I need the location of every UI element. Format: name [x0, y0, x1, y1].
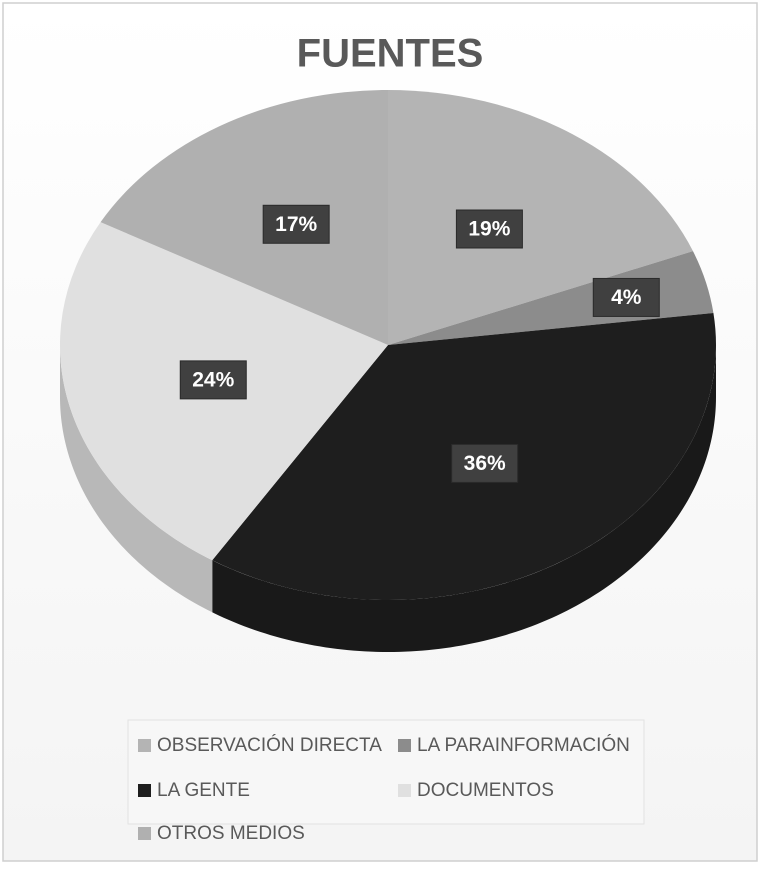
- legend-swatch: [138, 784, 151, 797]
- data-label: 4%: [611, 286, 642, 309]
- pie-slice: [388, 90, 693, 345]
- legend-label: LA PARAINFORMACIÓN: [417, 734, 630, 756]
- legend-label: OBSERVACIÓN DIRECTA: [157, 734, 382, 756]
- data-label-box: [455, 209, 523, 249]
- pie-slice-side: [212, 345, 716, 652]
- legend-label: LA GENTE: [157, 780, 250, 801]
- legend-swatch: [138, 739, 151, 752]
- data-label: 36%: [464, 452, 506, 475]
- data-label-box: [451, 443, 519, 483]
- legend-label: DOCUMENTOS: [417, 780, 554, 801]
- data-label-box: [179, 360, 247, 400]
- pie-slice: [100, 90, 388, 345]
- data-label-box: [262, 204, 330, 244]
- pie-slice-side: [60, 345, 213, 613]
- legend-swatch: [398, 784, 411, 797]
- legend-box: [127, 719, 645, 825]
- data-label: 24%: [192, 368, 234, 391]
- data-label-box: [592, 277, 660, 317]
- data-label: 19%: [468, 218, 510, 241]
- legend-label: OTROS MEDIOS: [157, 823, 305, 844]
- data-label: 17%: [275, 213, 317, 236]
- chart-title: FUENTES: [297, 32, 484, 76]
- pie-slice: [388, 251, 714, 345]
- legend-swatch: [398, 739, 411, 752]
- legend-swatch: [138, 827, 151, 840]
